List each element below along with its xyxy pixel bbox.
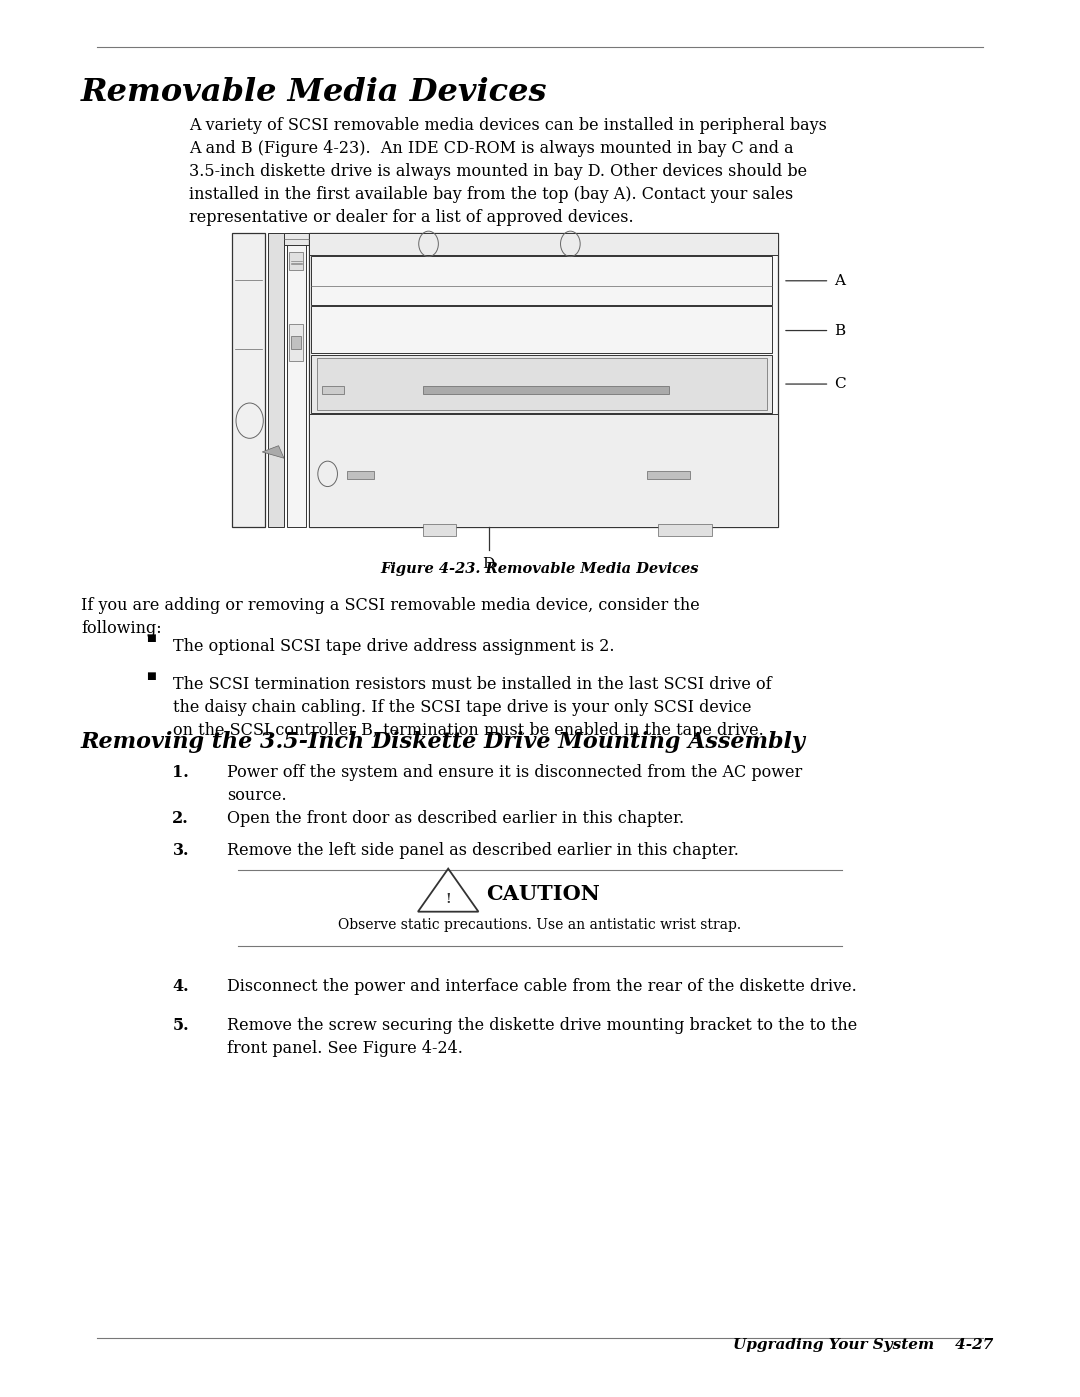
Text: Figure 4-23. Removable Media Devices: Figure 4-23. Removable Media Devices xyxy=(381,562,699,576)
Bar xyxy=(423,524,456,536)
Polygon shape xyxy=(268,233,284,527)
Text: ■: ■ xyxy=(146,671,156,680)
Bar xyxy=(647,471,690,479)
Text: Disconnect the power and interface cable from the rear of the diskette drive.: Disconnect the power and interface cable… xyxy=(227,978,856,995)
Text: !: ! xyxy=(445,893,451,907)
Bar xyxy=(311,306,772,353)
Polygon shape xyxy=(309,233,778,527)
Text: 1.: 1. xyxy=(172,764,189,781)
Polygon shape xyxy=(287,233,306,527)
Text: 4.: 4. xyxy=(173,978,189,995)
Text: Remove the screw securing the diskette drive mounting bracket to the to the
fron: Remove the screw securing the diskette d… xyxy=(227,1017,858,1058)
Polygon shape xyxy=(284,233,309,246)
Polygon shape xyxy=(262,446,284,458)
Text: Upgrading Your System    4-27: Upgrading Your System 4-27 xyxy=(733,1338,994,1352)
Text: The optional SCSI tape drive address assignment is 2.: The optional SCSI tape drive address ass… xyxy=(173,638,615,655)
Text: Open the front door as described earlier in this chapter.: Open the front door as described earlier… xyxy=(227,810,684,827)
Text: A variety of SCSI removable media devices can be installed in peripheral bays
A : A variety of SCSI removable media device… xyxy=(189,117,827,226)
Bar xyxy=(311,355,772,414)
Bar xyxy=(658,524,712,536)
Text: The SCSI termination resistors must be installed in the last SCSI drive of
the d: The SCSI termination resistors must be i… xyxy=(173,676,771,739)
Bar xyxy=(311,257,772,305)
Text: C: C xyxy=(834,377,846,391)
Text: Removable Media Devices: Removable Media Devices xyxy=(81,77,548,108)
Polygon shape xyxy=(232,233,265,527)
Text: A: A xyxy=(834,274,845,288)
Bar xyxy=(292,337,301,349)
Bar xyxy=(316,358,767,409)
Text: ■: ■ xyxy=(146,633,156,643)
Text: B: B xyxy=(834,324,845,338)
Text: D: D xyxy=(483,557,495,571)
Text: 3.: 3. xyxy=(173,842,189,859)
Bar xyxy=(322,386,345,394)
Bar xyxy=(289,251,303,271)
Bar xyxy=(289,324,303,362)
Bar xyxy=(423,386,669,394)
Text: CAUTION: CAUTION xyxy=(486,884,599,904)
Text: Power off the system and ensure it is disconnected from the AC power
source.: Power off the system and ensure it is di… xyxy=(227,764,802,805)
Text: 5.: 5. xyxy=(173,1017,189,1034)
Bar xyxy=(309,233,778,254)
Bar xyxy=(309,415,778,527)
Text: 2.: 2. xyxy=(172,810,189,827)
Text: Remove the left side panel as described earlier in this chapter.: Remove the left side panel as described … xyxy=(227,842,739,859)
Bar xyxy=(347,471,374,479)
Text: Removing the 3.5-Inch Diskette Drive Mounting Assembly: Removing the 3.5-Inch Diskette Drive Mou… xyxy=(81,731,806,753)
Text: Observe static precautions. Use an antistatic wrist strap.: Observe static precautions. Use an antis… xyxy=(338,918,742,932)
Text: If you are adding or removing a SCSI removable media device, consider the
follow: If you are adding or removing a SCSI rem… xyxy=(81,597,700,637)
